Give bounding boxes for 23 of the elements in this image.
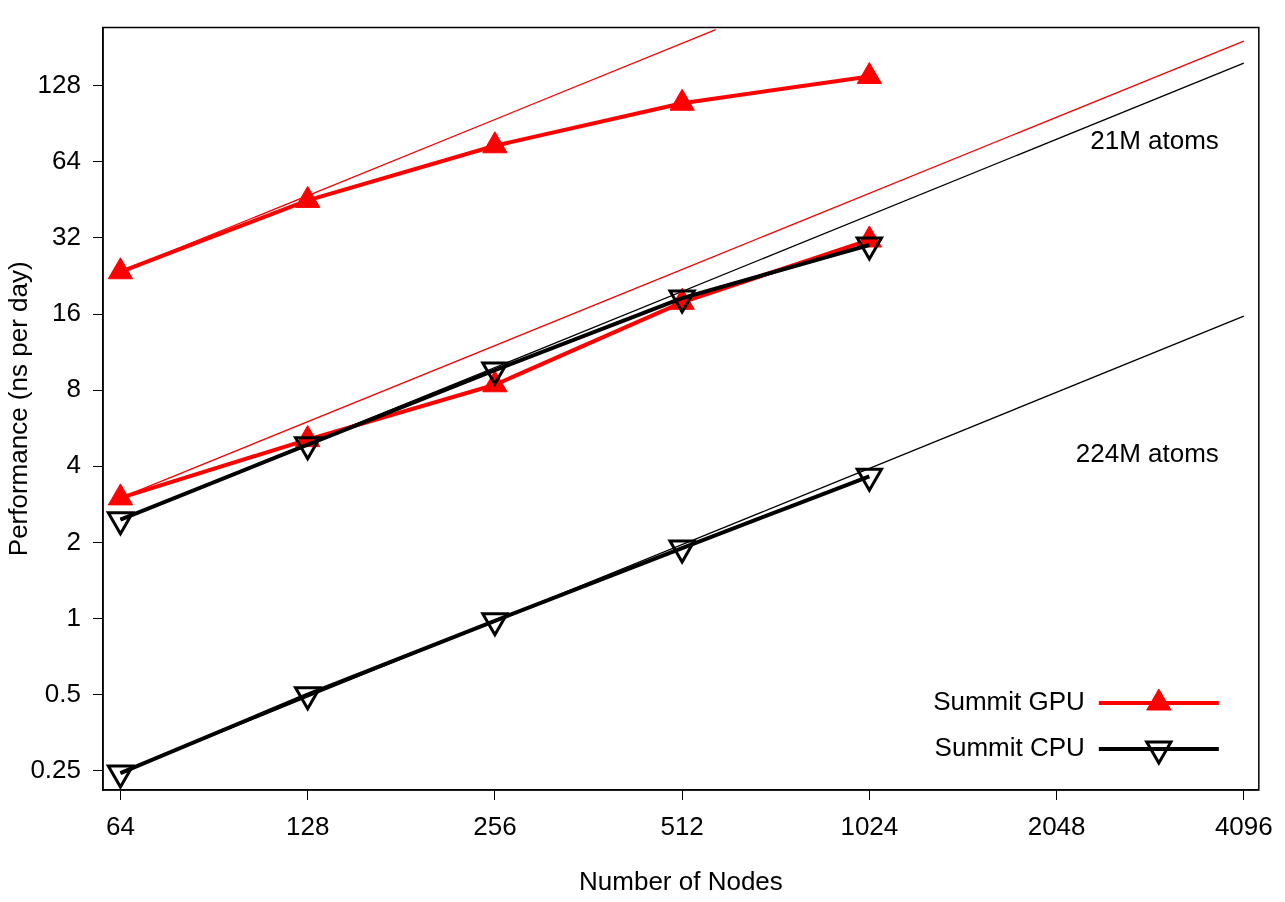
y-axis-title: Performance (ns per day) bbox=[2, 261, 33, 557]
x-tick-label: 64 bbox=[105, 810, 135, 841]
y-tick-label: 32 bbox=[52, 221, 81, 252]
x-tick-label: 128 bbox=[285, 810, 330, 841]
annotation: 21M atoms bbox=[1090, 125, 1219, 156]
y-tick-label: 128 bbox=[37, 68, 81, 99]
x-tick-label: 256 bbox=[473, 810, 517, 841]
x-tick-label: 2048 bbox=[1027, 810, 1086, 841]
annotation: 224M atoms bbox=[1075, 437, 1219, 468]
y-tick-label: 0.25 bbox=[30, 754, 81, 785]
x-tick-label: 512 bbox=[660, 810, 704, 841]
y-tick-label: 2 bbox=[66, 525, 81, 556]
legend-label: Summit GPU bbox=[933, 686, 1085, 717]
y-tick-label: 1 bbox=[66, 601, 81, 632]
legend-label: Summit CPU bbox=[934, 732, 1085, 763]
y-tick-label: 8 bbox=[66, 373, 81, 404]
y-tick-label: 64 bbox=[52, 144, 81, 175]
x-tick-label: 1024 bbox=[840, 810, 899, 841]
y-tick-label: 0.5 bbox=[44, 677, 81, 708]
y-tick-label: 4 bbox=[66, 449, 81, 480]
x-axis-title: Number of Nodes bbox=[579, 865, 783, 896]
y-tick-label: 16 bbox=[52, 297, 81, 328]
x-tick-label: 4096 bbox=[1214, 810, 1273, 841]
